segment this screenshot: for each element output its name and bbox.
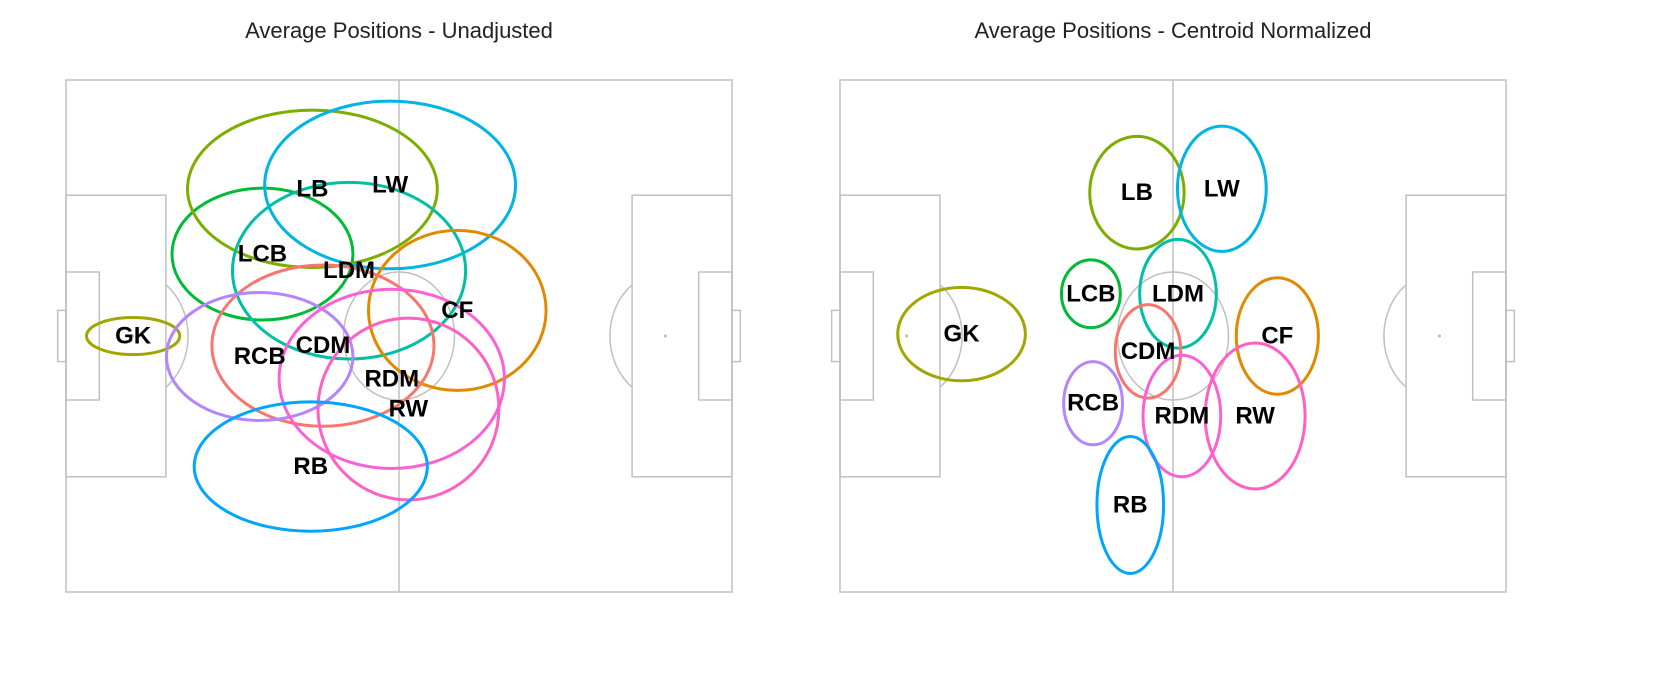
ellipse-ldm (1138, 237, 1218, 350)
label-cf: CF (441, 297, 473, 324)
left-penalty-spot (905, 334, 909, 338)
left-six-yard-box (65, 271, 101, 401)
right-penalty-arc (609, 284, 633, 388)
label-rw: RW (1235, 403, 1275, 430)
ellipse-cdm (1113, 303, 1183, 400)
ellipse-lb (1088, 134, 1186, 251)
ellipse-rcb (164, 290, 355, 422)
label-cdm: CDM (1121, 338, 1176, 365)
ellipse-rb (192, 400, 429, 533)
label-rcb: RCB (1067, 390, 1119, 417)
label-rw: RW (389, 395, 429, 422)
ellipse-ldm (230, 180, 468, 361)
label-rdm: RDM (1155, 403, 1210, 430)
right-penalty-spot (1437, 334, 1441, 338)
ellipse-lw (263, 99, 518, 271)
left-chart-title: Average Positions - Unadjusted (245, 18, 553, 43)
label-gk: GK (944, 321, 981, 348)
left-penalty-arc (165, 284, 189, 388)
ellipse-lcb (1059, 258, 1122, 330)
pitch (56, 79, 742, 593)
ellipse-rb (1095, 434, 1166, 575)
right-penalty-spot (663, 334, 668, 338)
ellipse-lw (1175, 124, 1268, 254)
label-lb: LB (296, 175, 328, 202)
left-chart-panel: GK LCB LB LW LDM CF CDM RCB RDM RW RB (56, 79, 742, 593)
ellipse-gk (896, 285, 1027, 383)
right-penalty-box (1405, 194, 1507, 478)
ellipse-lcb (170, 186, 355, 322)
label-lcb: LCB (238, 241, 287, 268)
label-cdm: CDM (296, 332, 351, 359)
label-ldm: LDM (1152, 280, 1204, 307)
label-cf: CF (1261, 323, 1293, 350)
left-penalty-spot (131, 334, 135, 338)
right-six-yard-box (697, 271, 733, 401)
ellipse-rw (1203, 341, 1307, 491)
centre-circle (342, 271, 456, 401)
left-penalty-box (839, 194, 941, 478)
ellipse-rcb (1062, 360, 1124, 447)
right-goal (1505, 309, 1516, 363)
right-penalty-arc (1383, 284, 1407, 388)
ellipse-rdm (277, 287, 506, 470)
left-goal (830, 309, 841, 363)
right-goal (731, 309, 742, 363)
pitch (830, 79, 1516, 593)
label-rcb: RCB (234, 343, 286, 370)
label-rb: RB (1113, 491, 1148, 518)
label-ldm: LDM (323, 257, 375, 284)
left-penalty-arc (939, 284, 963, 388)
ellipse-cf (366, 228, 548, 392)
ellipse-lb (186, 108, 439, 270)
ellipse-rw (316, 316, 501, 502)
label-lcb: LCB (1066, 280, 1115, 307)
label-lw: LW (372, 171, 408, 198)
label-rdm: RDM (364, 365, 419, 392)
position-ellipses (896, 124, 1320, 575)
position-labels: GK LCB LB LW LDM CF CDM RCB RDM RW RB (115, 171, 473, 480)
position-ellipses (85, 99, 548, 533)
label-rb: RB (293, 453, 328, 480)
ellipse-gk (85, 315, 182, 357)
ellipse-rdm (1141, 353, 1223, 479)
right-penalty-box (631, 194, 733, 478)
left-goal (56, 309, 67, 363)
ellipse-cf (1234, 276, 1320, 396)
label-gk: GK (115, 323, 152, 350)
left-six-yard-box (839, 271, 875, 401)
right-six-yard-box (1471, 271, 1507, 401)
right-chart-title: Average Positions - Centroid Normalized (974, 18, 1372, 43)
label-lw: LW (1204, 175, 1240, 202)
label-lb: LB (1121, 179, 1153, 206)
ellipse-cdm (210, 263, 436, 428)
